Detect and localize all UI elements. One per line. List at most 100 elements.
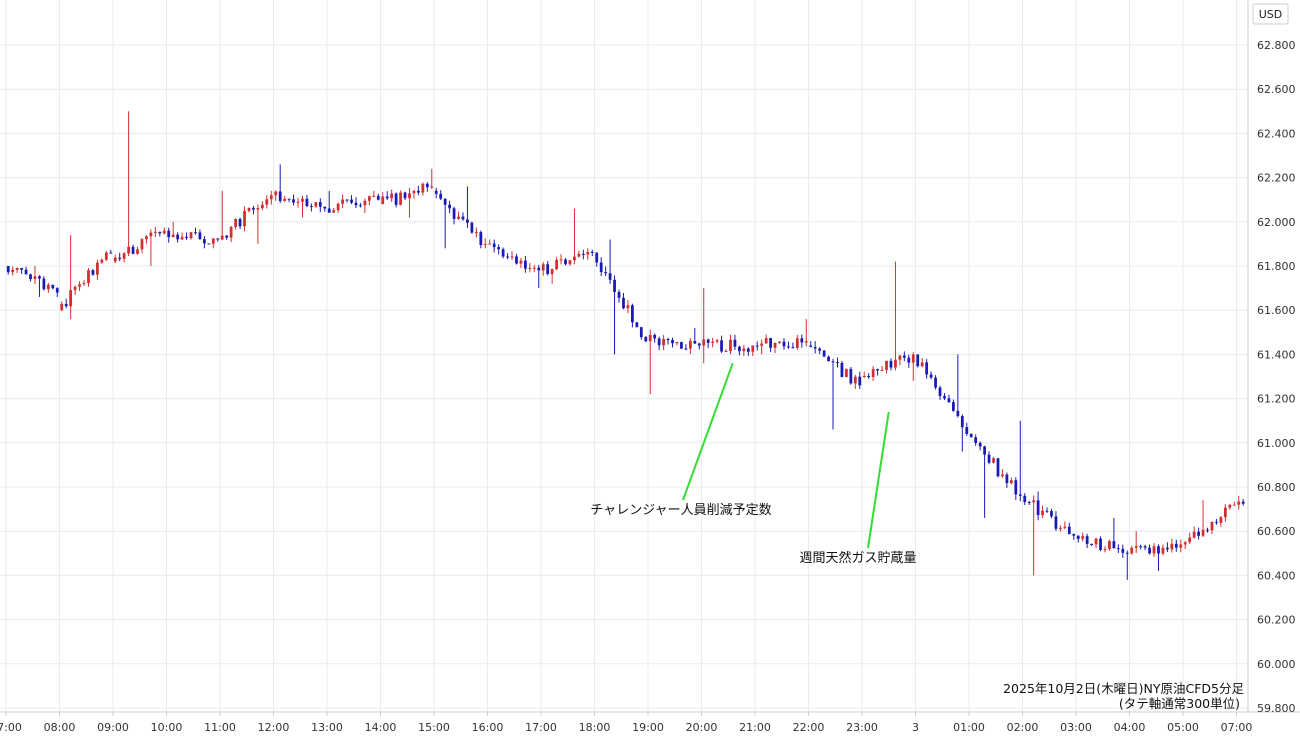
chart-caption-title: 2025年10月2日(木曜日)NY原油CFD5分足 bbox=[1003, 681, 1244, 696]
candle bbox=[394, 192, 398, 208]
candle bbox=[443, 198, 447, 249]
time-tick-label: 02:00 bbox=[1007, 721, 1039, 734]
candle bbox=[617, 289, 621, 303]
candle bbox=[697, 342, 701, 350]
price-tick-label: 61.200 bbox=[1257, 393, 1296, 406]
candle bbox=[573, 208, 576, 265]
candle bbox=[1009, 477, 1013, 485]
candle bbox=[301, 195, 304, 218]
candle bbox=[332, 207, 336, 213]
candle bbox=[501, 247, 505, 259]
candle bbox=[840, 360, 844, 378]
candle bbox=[947, 394, 951, 403]
candle bbox=[1041, 505, 1044, 519]
candle bbox=[483, 238, 487, 249]
candle bbox=[1036, 491, 1040, 521]
price-tick-label: 61.600 bbox=[1257, 304, 1296, 317]
candle bbox=[323, 206, 327, 212]
time-tick-label: 13:00 bbox=[311, 721, 343, 734]
candle bbox=[220, 190, 224, 241]
candle bbox=[978, 441, 982, 451]
candle bbox=[590, 249, 594, 257]
candle bbox=[399, 190, 402, 206]
candle bbox=[782, 338, 786, 350]
candle bbox=[1090, 543, 1093, 546]
annotation: 週間天然ガス貯蔵量 bbox=[799, 411, 917, 566]
candle bbox=[639, 326, 643, 340]
candle bbox=[706, 338, 710, 349]
candle bbox=[1237, 495, 1241, 510]
candle bbox=[122, 251, 126, 263]
candle bbox=[1045, 507, 1049, 513]
candle bbox=[595, 252, 599, 267]
candle bbox=[265, 195, 269, 209]
candle bbox=[260, 201, 264, 211]
candle bbox=[969, 433, 973, 438]
candle bbox=[470, 221, 474, 234]
candle bbox=[96, 259, 99, 281]
candle bbox=[599, 257, 603, 277]
candle bbox=[992, 456, 995, 464]
time-tick-label: 17:00 bbox=[525, 721, 557, 734]
candle bbox=[537, 264, 541, 289]
candle bbox=[720, 335, 723, 353]
candle bbox=[862, 371, 866, 378]
candle bbox=[943, 393, 946, 401]
candle bbox=[622, 292, 625, 310]
candle bbox=[1059, 525, 1062, 532]
candle bbox=[33, 266, 37, 284]
annotation: チャレンジャー人員削減予定数 bbox=[590, 362, 772, 518]
candle bbox=[564, 258, 567, 266]
candle bbox=[229, 225, 233, 243]
candle bbox=[100, 258, 104, 264]
currency-button[interactable]: USD bbox=[1252, 3, 1289, 25]
candle bbox=[87, 268, 90, 287]
candle bbox=[996, 458, 1000, 478]
candle bbox=[466, 186, 469, 228]
candle bbox=[742, 345, 746, 357]
candle bbox=[746, 347, 750, 356]
candle bbox=[1076, 535, 1080, 543]
candle bbox=[171, 221, 175, 238]
candle bbox=[341, 194, 344, 209]
candle bbox=[1228, 504, 1232, 510]
candle bbox=[452, 206, 456, 225]
candle bbox=[849, 366, 853, 385]
candle bbox=[1219, 516, 1223, 527]
time-tick-label: 14:00 bbox=[365, 721, 397, 734]
price-tick-label: 59.800 bbox=[1257, 702, 1296, 715]
price-tick-label: 62.000 bbox=[1257, 216, 1296, 229]
candle bbox=[296, 197, 300, 208]
candle bbox=[216, 238, 220, 242]
candle bbox=[350, 195, 353, 205]
candle bbox=[586, 248, 590, 260]
time-tick-label: 16:00 bbox=[472, 721, 504, 734]
candle bbox=[1032, 495, 1036, 576]
candle bbox=[1223, 504, 1227, 522]
time-tick-label: 21:00 bbox=[739, 721, 771, 734]
candle bbox=[894, 261, 897, 371]
candle bbox=[1134, 531, 1138, 554]
candle bbox=[506, 253, 509, 260]
candle bbox=[1072, 533, 1076, 540]
time-axis: 07:00 08:00 09:00 10:00 11:00 12:00 13:00 14:00… bbox=[0, 712, 1252, 734]
candle bbox=[867, 373, 871, 379]
candle bbox=[1081, 532, 1085, 542]
candle bbox=[987, 451, 991, 465]
candle bbox=[613, 275, 616, 355]
candle bbox=[1148, 544, 1151, 555]
candle bbox=[648, 329, 652, 395]
candle bbox=[920, 358, 924, 368]
candle bbox=[167, 227, 171, 243]
candle bbox=[457, 211, 460, 220]
candle bbox=[359, 202, 362, 208]
candle bbox=[211, 238, 215, 249]
candle bbox=[153, 227, 157, 238]
candle bbox=[626, 299, 630, 314]
candle bbox=[853, 374, 857, 389]
candle bbox=[269, 190, 273, 205]
candle bbox=[1121, 544, 1125, 558]
candles bbox=[6, 111, 1245, 580]
candle bbox=[78, 281, 81, 291]
